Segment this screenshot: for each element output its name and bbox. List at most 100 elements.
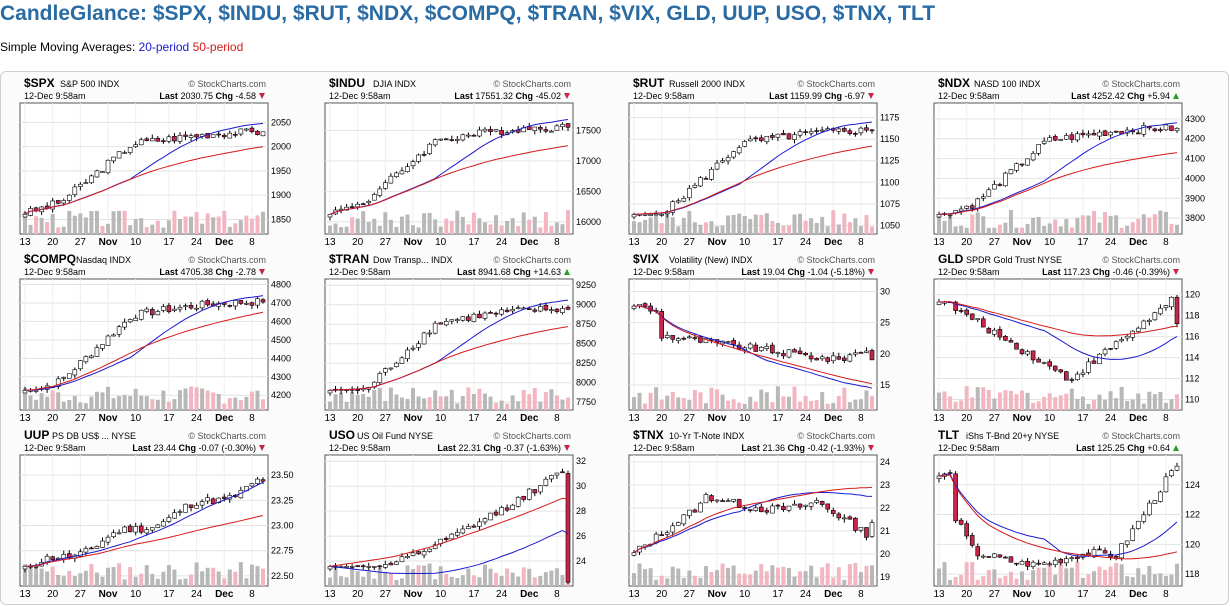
volume-bar <box>948 212 953 234</box>
candle-body <box>720 160 725 163</box>
last-change: Last 125.25 Chg +0.64 <box>1076 443 1170 453</box>
ma20-line <box>938 473 1178 557</box>
volume-bar <box>139 573 144 586</box>
volume-bar <box>1169 574 1174 586</box>
candle-body <box>864 127 869 131</box>
y-tick-label: 7750 <box>576 397 596 407</box>
x-tick-label: 8 <box>858 589 864 600</box>
volume-bar <box>1069 227 1074 234</box>
volume-bar <box>1158 573 1163 586</box>
volume-bar <box>361 576 366 586</box>
x-tick-label: 8 <box>249 589 255 600</box>
down-arrow-icon <box>1173 269 1179 275</box>
volume-bar <box>775 567 780 586</box>
candle-body <box>759 346 764 351</box>
candle-body <box>61 377 67 379</box>
candle-body <box>127 319 133 323</box>
candle-body <box>477 521 482 527</box>
volume-bar <box>494 403 499 410</box>
y-tick-label: 4300 <box>271 372 291 382</box>
volume-bar <box>720 394 725 410</box>
volume-bar <box>350 566 355 586</box>
volume-bar <box>720 225 725 234</box>
volume-bar <box>1036 217 1041 234</box>
candle-body <box>725 157 731 162</box>
x-tick-label: Dec <box>1129 589 1148 600</box>
candle-body <box>975 546 981 557</box>
candle-body <box>166 305 172 313</box>
candle-body <box>449 533 455 540</box>
volume-bar <box>433 219 438 234</box>
volume-bar <box>122 579 127 586</box>
volume-bar <box>1014 578 1019 586</box>
volume-bar <box>28 395 33 410</box>
candle-body <box>538 306 543 312</box>
volume-bar <box>366 396 371 410</box>
candle-body <box>836 128 842 132</box>
candle-body <box>1052 136 1058 141</box>
x-tick-label: 17 <box>1077 413 1089 424</box>
candle-body <box>808 131 814 134</box>
volume-bar <box>111 398 116 410</box>
candle-body <box>759 506 764 512</box>
volume-bar <box>39 393 44 410</box>
candle-body <box>560 308 565 313</box>
symbol-name: Russell 2000 INDX <box>669 79 745 89</box>
x-tick-label: 17 <box>772 413 784 424</box>
volume-bar <box>471 575 476 586</box>
x-tick-label: 8 <box>858 237 864 248</box>
watermark: © StockCharts.com <box>797 431 875 441</box>
volume-bar <box>992 569 997 586</box>
down-arrow-icon <box>259 269 265 275</box>
x-tick-label: Dec <box>1129 237 1148 248</box>
volume-bar <box>211 217 216 234</box>
candle-body <box>432 322 438 334</box>
volume-bar <box>344 577 349 586</box>
x-tick-label: 8 <box>1163 413 1169 424</box>
volume-bar <box>566 210 570 234</box>
candle-body <box>814 130 819 132</box>
volume-bar <box>233 223 238 234</box>
candle-body <box>194 307 199 310</box>
volume-bar <box>471 393 476 410</box>
symbol-label: UUP <box>24 428 49 442</box>
candle-body <box>260 131 266 137</box>
chart-panel-rut: $RUT Russell 2000 INDX © StockCharts.com 12… <box>628 76 900 248</box>
candle-body <box>1075 133 1080 141</box>
candle-body <box>869 522 875 537</box>
candle-body <box>869 129 875 132</box>
volume-bar <box>527 394 532 410</box>
candle-body <box>416 154 421 162</box>
y-tick-label: 19 <box>880 572 890 582</box>
volume-bar <box>643 219 648 234</box>
volume-bar <box>411 388 416 410</box>
candle-body <box>1174 296 1180 325</box>
candle-body <box>78 360 83 370</box>
candle-body <box>127 525 133 533</box>
y-tick-label: 23 <box>880 480 890 490</box>
volume-bar <box>654 212 659 234</box>
candle-body <box>438 138 443 141</box>
candle-body <box>371 193 377 201</box>
candle-body <box>1036 358 1041 363</box>
x-tick-label: 27 <box>380 413 392 424</box>
candle-body <box>199 300 205 309</box>
candle-body <box>797 131 803 136</box>
volume-bar <box>543 392 548 410</box>
volume-bar <box>499 225 504 234</box>
volume-bar <box>709 572 714 586</box>
volume-bar <box>1141 214 1146 234</box>
timestamp: 12-Dec 9:58am <box>24 443 86 453</box>
volume-bar <box>554 222 559 234</box>
x-tick-label: 27 <box>989 237 1001 248</box>
volume-bar <box>405 398 410 410</box>
volume-bar <box>1136 568 1141 586</box>
volume-bar <box>831 210 836 234</box>
candle-body <box>953 301 958 311</box>
volume-bar <box>261 568 265 586</box>
candle-body <box>736 147 742 154</box>
candle-body <box>360 565 366 568</box>
candle-body <box>1163 476 1169 493</box>
volume-bar <box>372 218 377 234</box>
volume-bar <box>416 565 421 586</box>
